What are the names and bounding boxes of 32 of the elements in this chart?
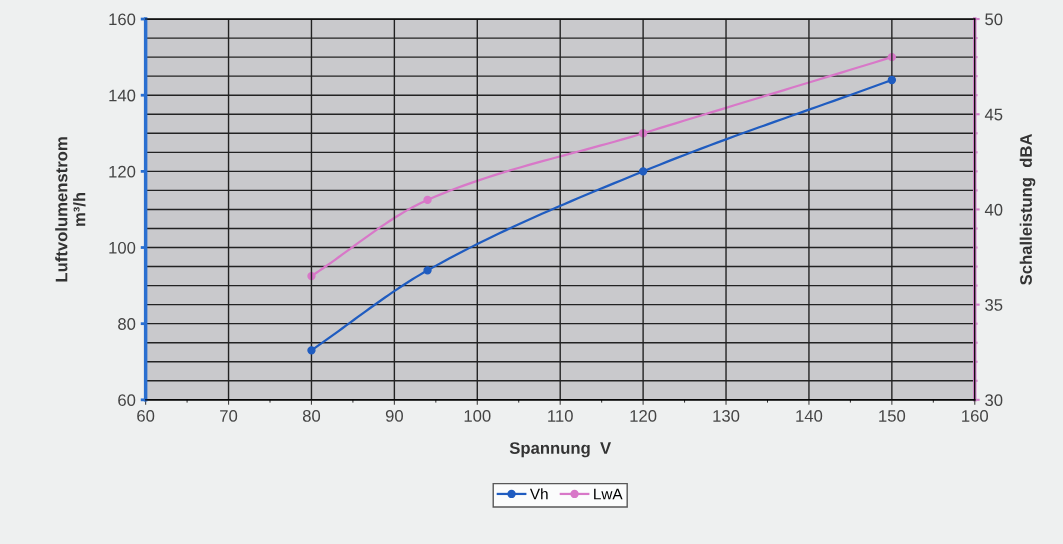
- y-tick-label: 80: [118, 318, 136, 330]
- point: [307, 346, 316, 355]
- x-tick-label: 90: [385, 410, 403, 422]
- y2-tick-label: 40: [984, 203, 1003, 216]
- x-tick-label: 120: [630, 410, 657, 422]
- y2-tick-label: 35: [985, 299, 1003, 311]
- x-tick-label: 80: [302, 410, 321, 422]
- x-tick-label: 110: [548, 410, 573, 422]
- point: [638, 167, 648, 176]
- point: [887, 75, 897, 85]
- legend-label: LwA: [594, 488, 623, 500]
- y2-axis-title: Schalleistung dBA: [1019, 133, 1036, 285]
- x-tick-label: 130: [713, 410, 740, 422]
- y-axis-title: Luftvolumenstrom m³/h: [55, 137, 86, 282]
- x-tick-label: 60: [137, 410, 155, 422]
- x-tick-label: 100: [464, 410, 491, 422]
- x-tick-label: 160: [962, 410, 989, 422]
- y-tick-label: 60: [118, 394, 136, 407]
- x-axis-title: Spannung V: [509, 442, 612, 458]
- y2-tick-label: 30: [985, 394, 1003, 407]
- y-tick-label: 140: [109, 89, 136, 102]
- y2-tick-label: 45: [984, 108, 1003, 121]
- x-tick-label: 150: [879, 410, 906, 422]
- point: [423, 266, 432, 275]
- y-tick-label: 160: [109, 13, 136, 26]
- y-tick-label: 120: [109, 165, 136, 178]
- y-tick-label: 100: [109, 241, 136, 254]
- legend-label: Vh: [529, 488, 548, 500]
- y2-tick-label: 50: [985, 13, 1003, 26]
- x-tick-label: 140: [796, 410, 823, 422]
- x-tick-label: 70: [220, 410, 238, 422]
- point: [423, 195, 432, 205]
